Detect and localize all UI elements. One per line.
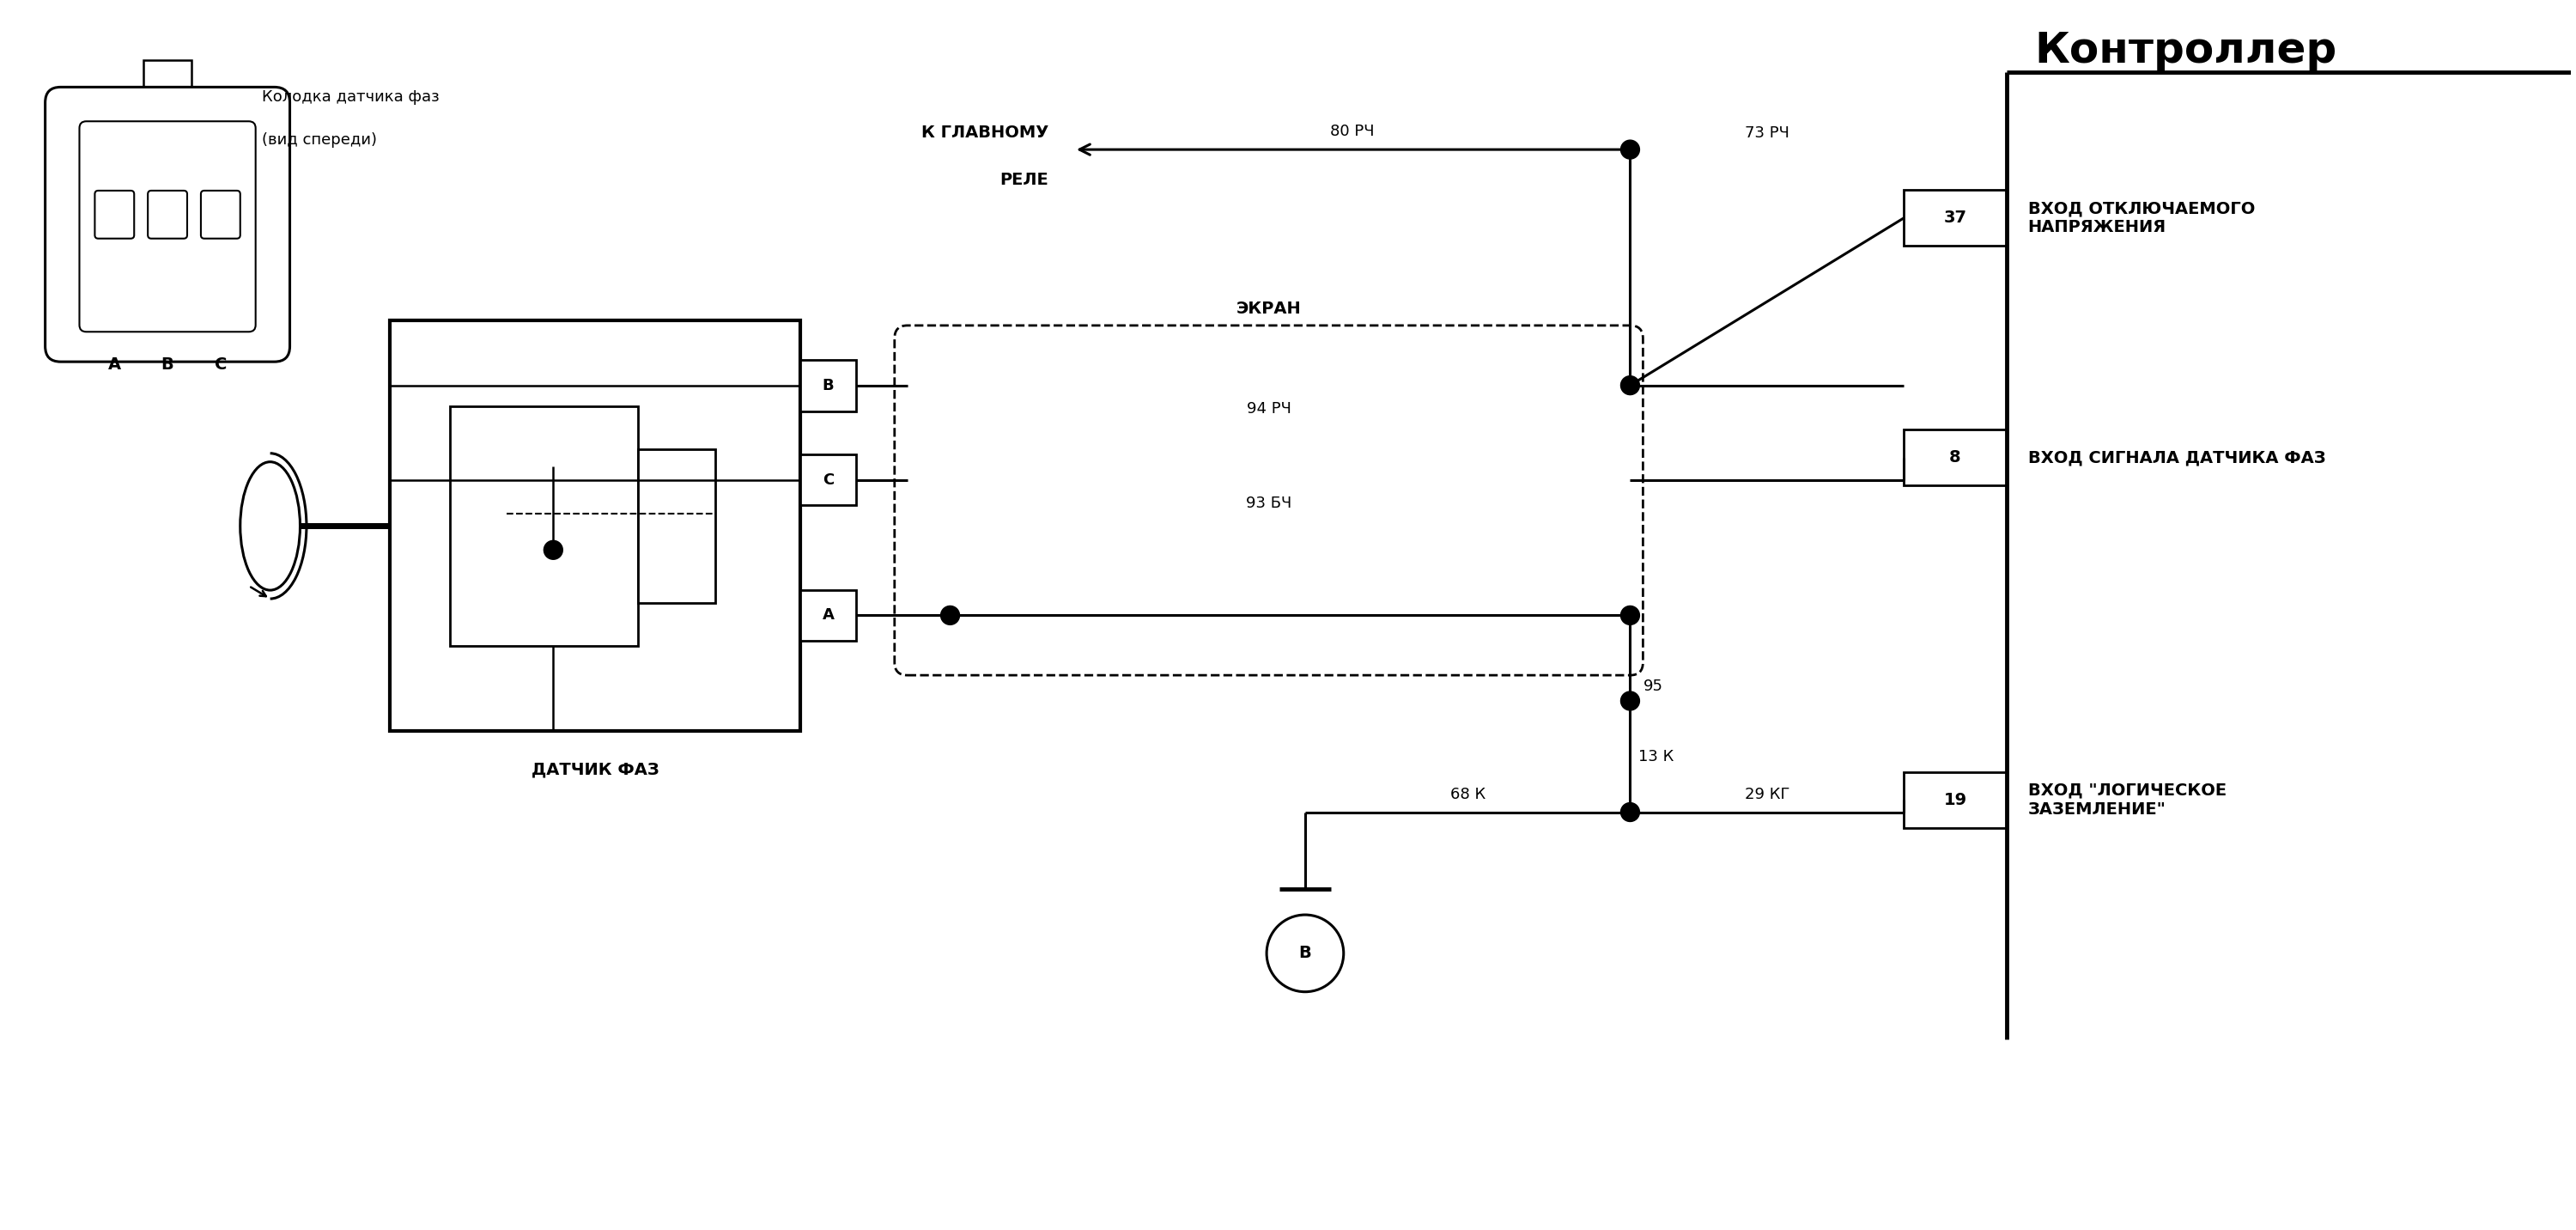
Text: B: B <box>162 357 173 373</box>
Text: A: A <box>108 357 121 373</box>
Text: B: B <box>822 378 835 394</box>
Bar <box>639 449 716 603</box>
Text: РЕЛЕ: РЕЛЕ <box>999 172 1048 188</box>
Circle shape <box>1620 691 1638 710</box>
FancyBboxPatch shape <box>46 87 291 362</box>
Text: A: A <box>822 608 835 624</box>
Bar <box>389 321 801 732</box>
Text: Колодка датчика фаз: Колодка датчика фаз <box>263 90 438 105</box>
Bar <box>801 359 855 411</box>
Text: ВХОД "ЛОГИЧЕСКОЕ
ЗАЗЕМЛЕНИЕ": ВХОД "ЛОГИЧЕСКОЕ ЗАЗЕМЛЕНИЕ" <box>2027 782 2226 818</box>
Text: 93 БЧ: 93 БЧ <box>1247 496 1291 510</box>
Text: 37: 37 <box>1942 210 1965 226</box>
FancyBboxPatch shape <box>201 191 240 239</box>
Ellipse shape <box>240 461 299 590</box>
Text: 95: 95 <box>1643 679 1662 694</box>
Text: 80 РЧ: 80 РЧ <box>1329 124 1373 139</box>
Circle shape <box>1620 376 1638 395</box>
Text: 29 КГ: 29 КГ <box>1744 786 1790 802</box>
Circle shape <box>1620 140 1638 159</box>
Circle shape <box>1620 803 1638 822</box>
Text: ВХОД ОТКЛЮЧАЕМОГО
НАПРЯЖЕНИЯ: ВХОД ОТКЛЮЧАЕМОГО НАПРЯЖЕНИЯ <box>2027 200 2254 236</box>
Text: 73 РЧ: 73 РЧ <box>1744 125 1790 141</box>
Circle shape <box>940 606 958 625</box>
Bar <box>801 589 855 641</box>
Bar <box>1904 772 2007 828</box>
Text: C: C <box>214 357 227 373</box>
Text: 8: 8 <box>1950 449 1960 466</box>
Text: 13 К: 13 К <box>1638 749 1674 764</box>
Text: 19: 19 <box>1942 792 1968 808</box>
Text: ВХОД СИГНАЛА ДАТЧИКА ФАЗ: ВХОД СИГНАЛА ДАТЧИКА ФАЗ <box>2027 449 2326 466</box>
Bar <box>1904 191 2007 246</box>
Bar <box>451 406 639 646</box>
FancyBboxPatch shape <box>95 191 134 239</box>
Bar <box>801 454 855 506</box>
Text: Контроллер: Контроллер <box>2035 30 2336 71</box>
Circle shape <box>1620 606 1638 625</box>
Text: ДАТЧИК ФАЗ: ДАТЧИК ФАЗ <box>531 761 659 777</box>
Text: (вид спереди): (вид спереди) <box>263 133 376 148</box>
Text: 94 РЧ: 94 РЧ <box>1247 401 1291 416</box>
Text: ЭКРАН: ЭКРАН <box>1236 300 1301 317</box>
FancyBboxPatch shape <box>80 122 255 332</box>
Bar <box>144 60 191 102</box>
Circle shape <box>544 540 562 560</box>
Text: 68 К: 68 К <box>1450 786 1486 802</box>
Bar <box>1904 429 2007 486</box>
Text: В: В <box>1298 945 1311 962</box>
Text: К ГЛАВНОМУ: К ГЛАВНОМУ <box>922 124 1048 141</box>
Text: C: C <box>822 472 835 487</box>
FancyBboxPatch shape <box>147 191 188 239</box>
